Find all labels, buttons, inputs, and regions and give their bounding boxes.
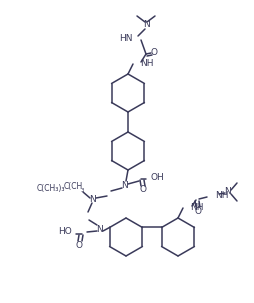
Text: N: N [224, 188, 230, 197]
Text: NH: NH [189, 202, 203, 211]
Text: O: O [150, 48, 157, 56]
Text: C(CH₃)₃: C(CH₃)₃ [36, 184, 65, 192]
Text: 3: 3 [81, 188, 84, 192]
Text: HO: HO [58, 227, 72, 235]
Text: HN: HN [119, 34, 133, 42]
Text: NH: NH [214, 191, 228, 199]
Text: O: O [139, 185, 146, 195]
Text: OH: OH [150, 174, 164, 182]
Text: N: N [96, 225, 103, 234]
Text: O: O [75, 241, 82, 249]
Text: N: N [89, 195, 96, 205]
Text: C(CH: C(CH [63, 181, 82, 191]
Text: O: O [194, 207, 201, 215]
Text: N: N [143, 19, 150, 28]
Text: N: N [121, 181, 128, 191]
Text: NH: NH [139, 58, 153, 68]
